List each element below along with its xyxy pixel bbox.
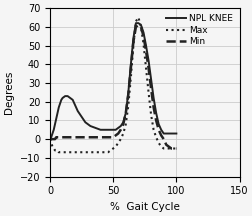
Line: Min: Min xyxy=(50,25,176,148)
Min xyxy=(114,134,117,137)
NPL KNEE xyxy=(49,136,52,138)
Min xyxy=(136,24,139,26)
Max xyxy=(48,138,51,140)
Y-axis label: Degrees: Degrees xyxy=(4,71,14,114)
NPL KNEE xyxy=(48,138,51,140)
Max xyxy=(116,141,119,144)
NPL KNEE xyxy=(126,91,129,94)
Max xyxy=(174,147,177,150)
Min xyxy=(174,147,177,150)
Line: Max: Max xyxy=(50,17,176,152)
Min xyxy=(144,50,147,52)
Max xyxy=(146,91,149,94)
Line: NPL KNEE: NPL KNEE xyxy=(50,23,176,139)
Min xyxy=(169,147,172,150)
X-axis label: %  Gait Cycle: % Gait Cycle xyxy=(109,202,179,212)
NPL KNEE xyxy=(121,121,124,124)
Min xyxy=(86,136,89,138)
Max xyxy=(57,151,60,154)
NPL KNEE xyxy=(144,44,147,47)
Legend: NPL KNEE, Max, Min: NPL KNEE, Max, Min xyxy=(164,13,234,48)
Max xyxy=(136,16,139,19)
Max xyxy=(124,123,127,125)
Min xyxy=(48,138,51,140)
Max xyxy=(129,76,132,79)
Min xyxy=(126,93,129,95)
NPL KNEE xyxy=(114,129,117,131)
Max xyxy=(49,141,52,144)
NPL KNEE xyxy=(134,22,137,24)
Min xyxy=(49,138,52,140)
Min xyxy=(121,123,124,125)
Max xyxy=(88,151,91,154)
NPL KNEE xyxy=(86,123,89,125)
NPL KNEE xyxy=(174,132,177,135)
